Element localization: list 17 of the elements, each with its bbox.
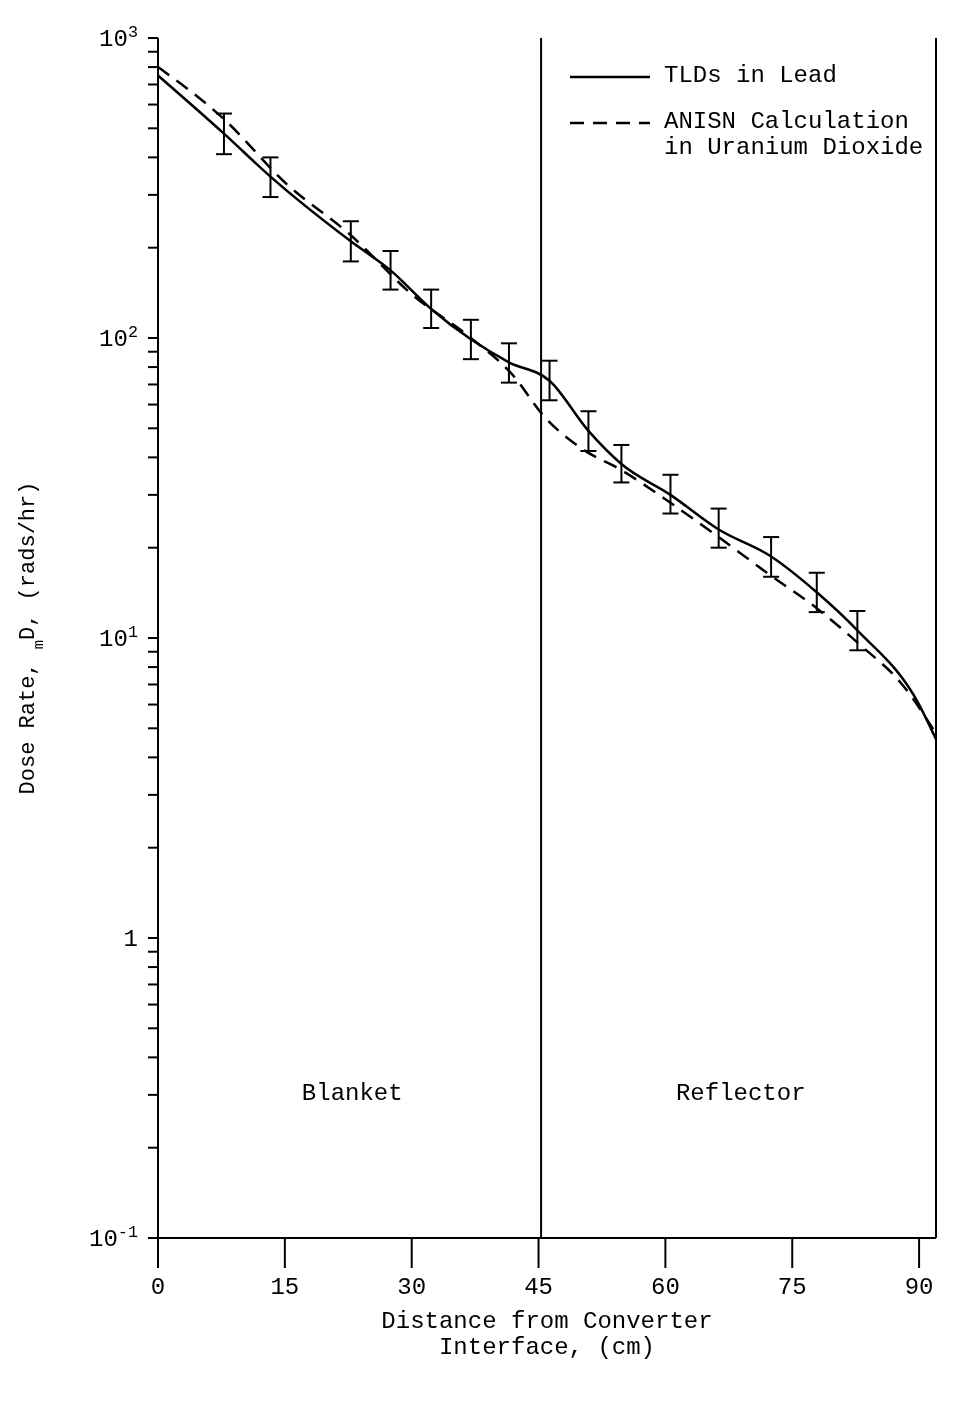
annotation: Reflector [674,1080,807,1107]
x-tick-label: 0 [150,1274,166,1301]
annotation: Blanket [300,1080,404,1107]
x-tick-label: 45 [524,1274,553,1301]
x-tick-label: 30 [397,1274,427,1301]
legend-label: ANISN Calculation in Uranium Dioxide [664,108,925,161]
x-tick-label: 90 [904,1274,934,1301]
y-tick-label: 1 [123,926,138,953]
legend-label: TLDs in Lead [664,62,838,89]
y-tick-label: 10$^{1}$ [99,622,138,653]
x-tick-label: 60 [650,1274,680,1301]
x-axis-title: Distance from Converter Interface, (cm) [381,1308,713,1361]
x-tick-label: 15 [270,1274,300,1301]
x-tick-label: 75 [777,1274,807,1301]
y-tick-label: 10$^{2}$ [99,322,138,353]
y-tick-label: 10$^{3}$ [99,22,138,53]
y-tick-label: 10$^{-1}$ [89,1222,138,1253]
